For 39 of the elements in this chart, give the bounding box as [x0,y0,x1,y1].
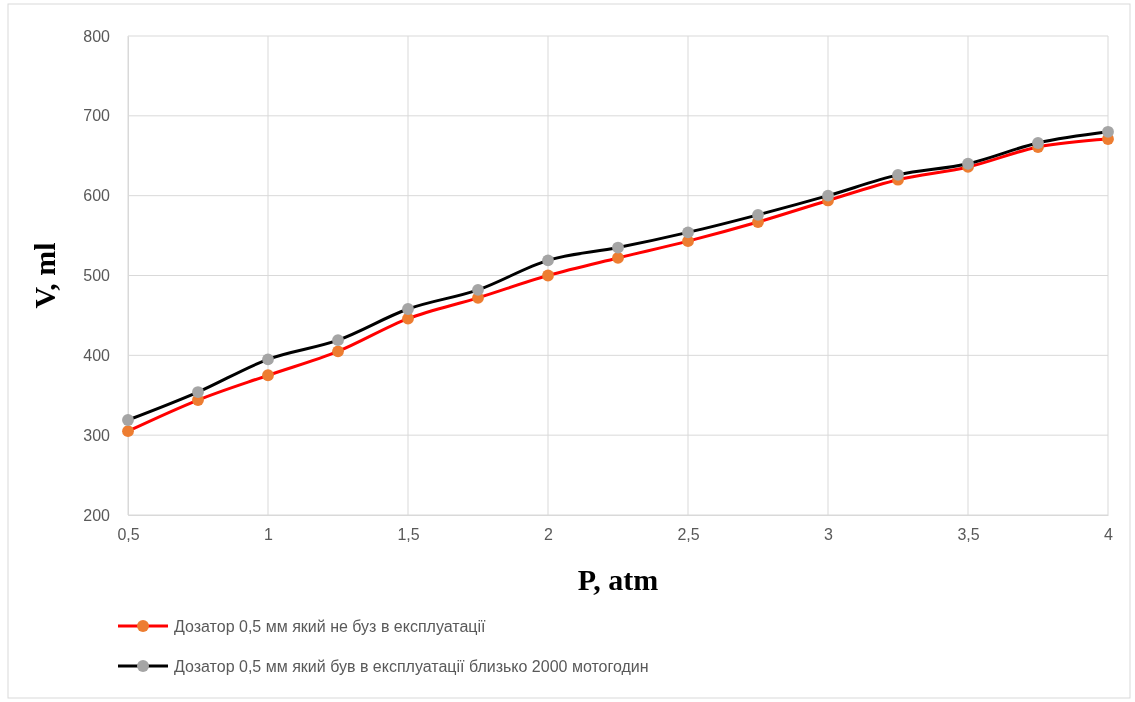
point [122,414,134,426]
point [682,226,694,239]
point [1032,137,1044,149]
y-tick-label: 200 [83,506,111,524]
y-tick-label: 700 [83,107,111,125]
point [542,269,554,282]
y-tick-label: 600 [83,187,111,205]
legend-label: Дозатор 0,5 мм який був в експлуатації близько 2000 мотогодин [174,658,649,675]
point [822,189,834,202]
x-tick-label: 1 [264,526,274,544]
point [472,283,484,296]
y-axis-title: V, ml [28,242,61,309]
x-tick-label: 2 [544,526,554,544]
x-tick-label: 1,5 [397,526,420,544]
x-axis-title: P, atm [577,563,659,596]
point [332,345,344,358]
point [612,241,624,254]
point [752,208,764,221]
y-tick-label: 400 [83,346,111,364]
y-tick-label: 500 [83,267,111,285]
point [962,157,974,170]
y-tick-label: 800 [83,27,111,45]
point [892,169,904,181]
point [122,425,134,438]
x-tick-label: 3,5 [957,526,980,544]
x-tick-label: 3 [824,526,834,544]
point [402,303,414,315]
y-tick-label: 300 [83,426,111,444]
x-tick-label: 4 [1104,526,1114,544]
point [262,353,274,366]
point [192,386,204,398]
legend-label: Дозатор 0,5 мм який не буз в експлуатації [174,618,487,635]
x-tick-label: 0,5 [117,526,140,544]
point [612,252,624,264]
x-tick-label: 2,5 [677,526,700,544]
point [1102,125,1114,138]
point [262,369,274,382]
point [332,334,344,347]
point [542,254,554,267]
